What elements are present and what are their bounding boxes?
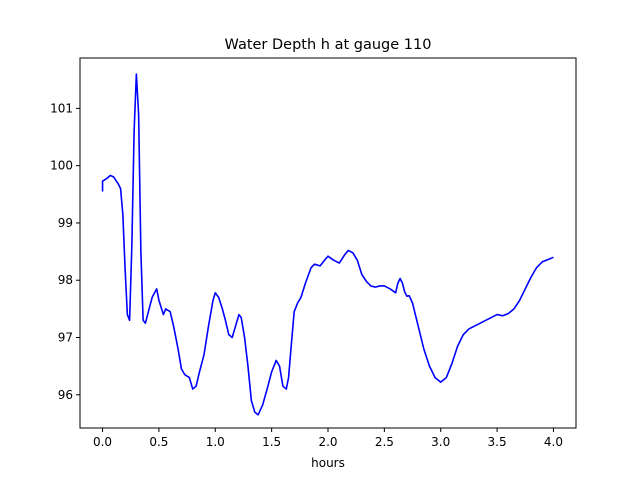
plot-area [101,73,554,416]
x-axis-label: hours [311,456,345,470]
y-tick-label: 99 [58,216,73,230]
chart-title: Water Depth h at gauge 110 [225,37,432,53]
x-tick-label: 1.0 [206,435,225,449]
x-tick-label: 3.0 [431,435,450,449]
x-tick-label: 3.5 [488,435,507,449]
x-tick-label: 4.0 [544,435,563,449]
axes-frame [79,57,577,429]
x-axis-ticks: 0.0 0.5 1.0 1.5 2.0 2.5 3.0 3.5 4.0 [93,428,563,449]
y-tick-label: 101 [50,101,73,115]
x-tick-label: 2.0 [318,435,337,449]
x-tick-label: 1.5 [262,435,281,449]
y-axis-ticks: 96 97 98 99 100 101 [50,101,80,402]
y-tick-label: 97 [58,331,73,345]
series-line-0 [101,73,554,416]
x-tick-label: 2.5 [375,435,394,449]
y-tick-label: 96 [58,388,73,402]
x-tick-label: 0.0 [93,435,112,449]
y-tick-label: 100 [50,159,73,173]
y-tick-label: 98 [58,273,73,287]
x-tick-label: 0.5 [149,435,168,449]
